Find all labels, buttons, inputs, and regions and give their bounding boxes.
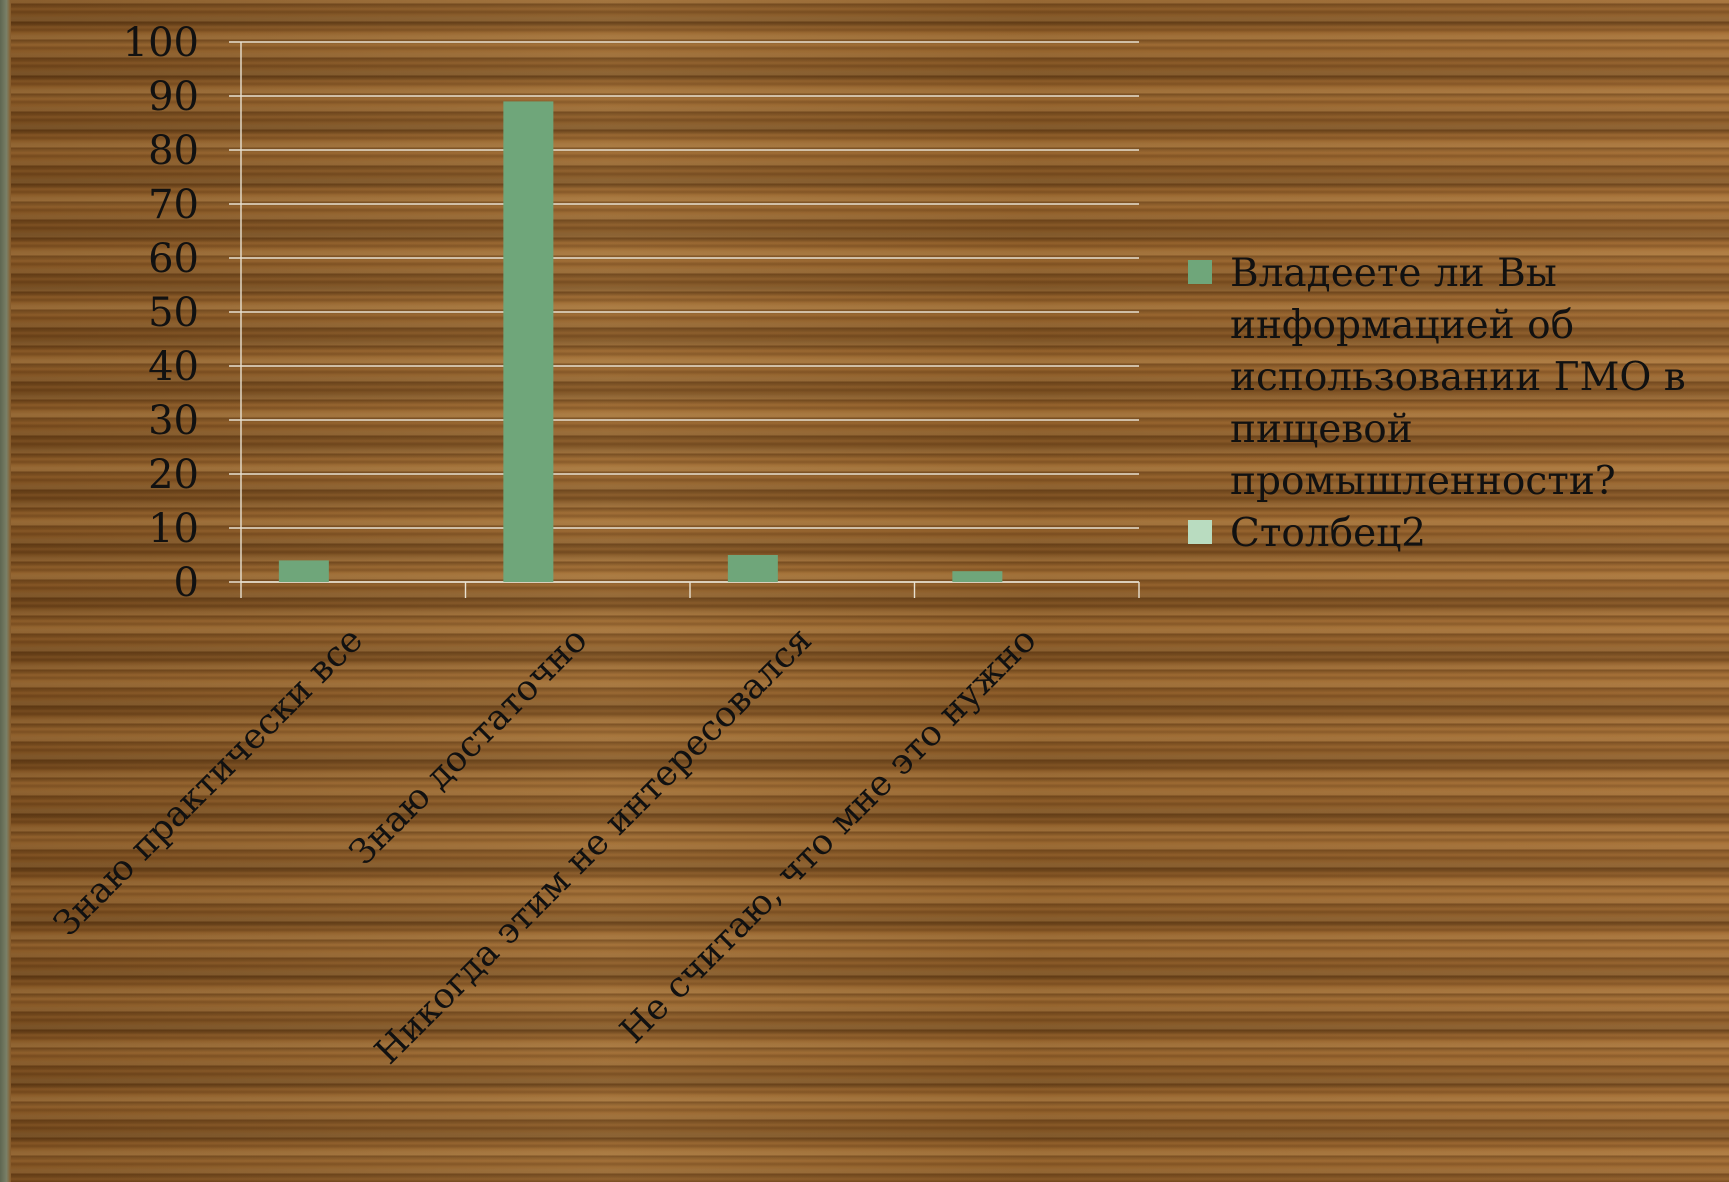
y-tick-label-10: 10: [148, 506, 199, 552]
y-tick-label-30: 30: [148, 398, 199, 444]
y-tick-label-50: 50: [148, 290, 199, 336]
x-category-label-4: Не считаю, что мне это нужно: [613, 620, 1044, 1051]
chart-legend: Владеете ли Вы информацией об использова…: [1188, 248, 1708, 560]
bar-series-1-2: [503, 101, 554, 583]
legend-label-series-2: Столбец2: [1230, 511, 1427, 556]
y-tick-label-70: 70: [148, 182, 199, 228]
y-tick-label-60: 60: [148, 236, 199, 282]
y-tick-label-40: 40: [148, 344, 199, 390]
bars: [278, 101, 1003, 583]
y-tick-label-0: 0: [174, 560, 199, 606]
x-category-label-3: Никогда этим не интересовался: [368, 620, 820, 1072]
axes: [240, 42, 1140, 598]
bar-series-1-1: [278, 560, 329, 582]
y-tick-label-90: 90: [148, 74, 199, 120]
legend-item-series-2: Столбец2: [1188, 508, 1708, 560]
y-tick-label-100: 100: [123, 20, 199, 66]
x-category-label-2: Знаю достаточно: [342, 620, 595, 873]
slide-left-border: [0, 0, 11, 1182]
x-category-label-1: Знаю практически все: [47, 620, 371, 944]
legend-item-series-1: Владеете ли Вы информацией об использова…: [1188, 248, 1708, 508]
bar-series-1-4: [952, 571, 1003, 582]
legend-label-series-1: Владеете ли Вы информацией об использова…: [1230, 251, 1686, 504]
legend-swatch-series-2: [1188, 520, 1212, 544]
bar-series-1-3: [727, 555, 778, 582]
y-tick-label-80: 80: [148, 128, 199, 174]
y-tick-labels: 0 10 20 30 40 50 60 70 80 90 100: [123, 20, 199, 606]
legend-swatch-series-1: [1188, 260, 1212, 284]
y-tick-label-20: 20: [148, 452, 199, 498]
gridlines: [229, 41, 1139, 583]
